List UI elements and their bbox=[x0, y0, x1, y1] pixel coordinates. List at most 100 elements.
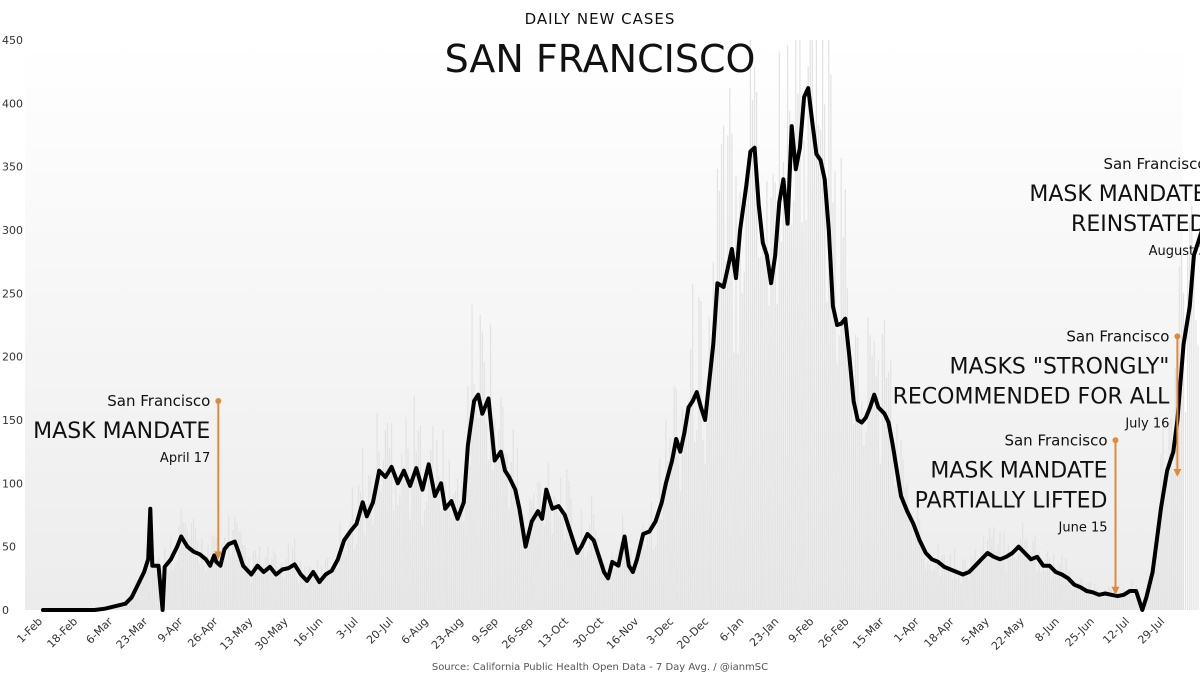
daily-bar bbox=[962, 558, 964, 610]
daily-bar bbox=[784, 183, 787, 610]
daily-bar bbox=[166, 571, 168, 610]
daily-bar bbox=[939, 575, 941, 610]
daily-bar bbox=[1176, 383, 1178, 610]
annotation-date: June 15 bbox=[1058, 520, 1108, 535]
daily-bar bbox=[230, 554, 232, 610]
daily-bar bbox=[980, 550, 983, 610]
y-tick-label: 250 bbox=[2, 287, 23, 300]
daily-bar bbox=[302, 577, 304, 610]
daily-bar bbox=[968, 580, 970, 610]
daily-bar bbox=[883, 319, 886, 610]
daily-bar bbox=[240, 532, 242, 610]
daily-bar bbox=[572, 538, 574, 610]
daily-bar bbox=[388, 448, 391, 610]
daily-bar bbox=[615, 554, 617, 610]
daily-bar bbox=[1094, 584, 1096, 610]
daily-bar bbox=[357, 485, 360, 610]
daily-bar bbox=[1114, 594, 1117, 610]
daily-bar bbox=[745, 204, 747, 611]
daily-bar bbox=[1170, 418, 1172, 610]
daily-bar bbox=[1036, 571, 1038, 610]
daily-bar bbox=[512, 429, 514, 610]
daily-bar bbox=[337, 568, 339, 610]
x-tick-label: 8-Jun bbox=[1032, 615, 1062, 645]
daily-bar bbox=[312, 577, 314, 610]
daily-bar bbox=[797, 93, 799, 610]
daily-bar bbox=[1156, 538, 1158, 610]
daily-bar bbox=[333, 571, 335, 610]
daily-bar bbox=[1116, 589, 1119, 610]
daily-bar bbox=[654, 545, 657, 610]
daily-bar bbox=[642, 523, 644, 610]
daily-bar bbox=[149, 521, 151, 610]
daily-bar bbox=[972, 559, 974, 610]
daily-bar bbox=[374, 479, 376, 610]
daily-bar bbox=[698, 297, 700, 610]
x-tick-label: 18-Feb bbox=[45, 615, 81, 651]
daily-bar bbox=[151, 561, 153, 610]
daily-bar bbox=[223, 537, 226, 610]
daily-bar bbox=[1061, 555, 1063, 610]
daily-bar bbox=[174, 563, 176, 610]
daily-bar bbox=[650, 501, 653, 610]
daily-bar bbox=[562, 510, 564, 610]
daily-bar bbox=[122, 604, 125, 610]
daily-bar bbox=[432, 426, 434, 610]
daily-bar bbox=[855, 335, 857, 610]
daily-bar bbox=[921, 541, 923, 610]
daily-bar bbox=[518, 498, 521, 610]
daily-bar bbox=[531, 500, 533, 610]
daily-bar bbox=[498, 429, 500, 610]
daily-bar bbox=[702, 440, 704, 610]
daily-bar bbox=[933, 570, 935, 610]
daily-bar bbox=[803, 140, 805, 610]
daily-bar bbox=[479, 314, 481, 610]
daily-bar bbox=[1172, 472, 1174, 610]
annotation-place: San Francisco bbox=[1103, 155, 1200, 173]
daily-bar bbox=[1030, 552, 1032, 610]
daily-bar bbox=[836, 363, 838, 610]
daily-bar bbox=[254, 549, 257, 610]
daily-bar bbox=[1053, 553, 1055, 610]
annotation-dot bbox=[1174, 333, 1181, 340]
daily-bar bbox=[690, 348, 692, 610]
daily-bar bbox=[467, 386, 469, 610]
x-tick-label: 30-May bbox=[253, 615, 291, 653]
daily-bar bbox=[386, 422, 389, 610]
daily-bar bbox=[657, 518, 659, 610]
daily-bar bbox=[918, 519, 921, 610]
daily-bar bbox=[329, 576, 331, 610]
daily-bar bbox=[1088, 582, 1090, 610]
daily-bar bbox=[638, 548, 640, 610]
daily-bar bbox=[506, 453, 508, 610]
daily-bar bbox=[811, 40, 813, 610]
daily-bar bbox=[120, 603, 122, 610]
daily-bar bbox=[399, 494, 401, 610]
daily-bar bbox=[545, 487, 547, 610]
daily-bar bbox=[949, 553, 952, 610]
daily-bar bbox=[937, 544, 939, 610]
daily-bar bbox=[904, 488, 906, 610]
daily-bar bbox=[463, 521, 465, 610]
daily-bar bbox=[438, 476, 440, 610]
daily-bar bbox=[824, 104, 826, 610]
daily-bar bbox=[539, 483, 541, 610]
daily-bar bbox=[789, 111, 791, 611]
daily-bar bbox=[225, 561, 228, 610]
x-tick-label: 3-Dec bbox=[644, 615, 676, 647]
daily-bar bbox=[349, 521, 351, 610]
daily-bar bbox=[549, 509, 551, 610]
daily-bar bbox=[434, 490, 436, 610]
daily-bar bbox=[834, 171, 836, 610]
daily-bar bbox=[252, 551, 254, 610]
x-tick-label: 30-Oct bbox=[571, 614, 607, 650]
daily-bar bbox=[456, 478, 459, 610]
daily-bar bbox=[263, 563, 265, 610]
daily-bar bbox=[1158, 525, 1160, 610]
daily-bar bbox=[805, 220, 807, 610]
daily-bar bbox=[1149, 573, 1152, 610]
daily-bar bbox=[819, 129, 822, 611]
daily-bar bbox=[832, 202, 834, 610]
daily-bar bbox=[324, 559, 327, 610]
